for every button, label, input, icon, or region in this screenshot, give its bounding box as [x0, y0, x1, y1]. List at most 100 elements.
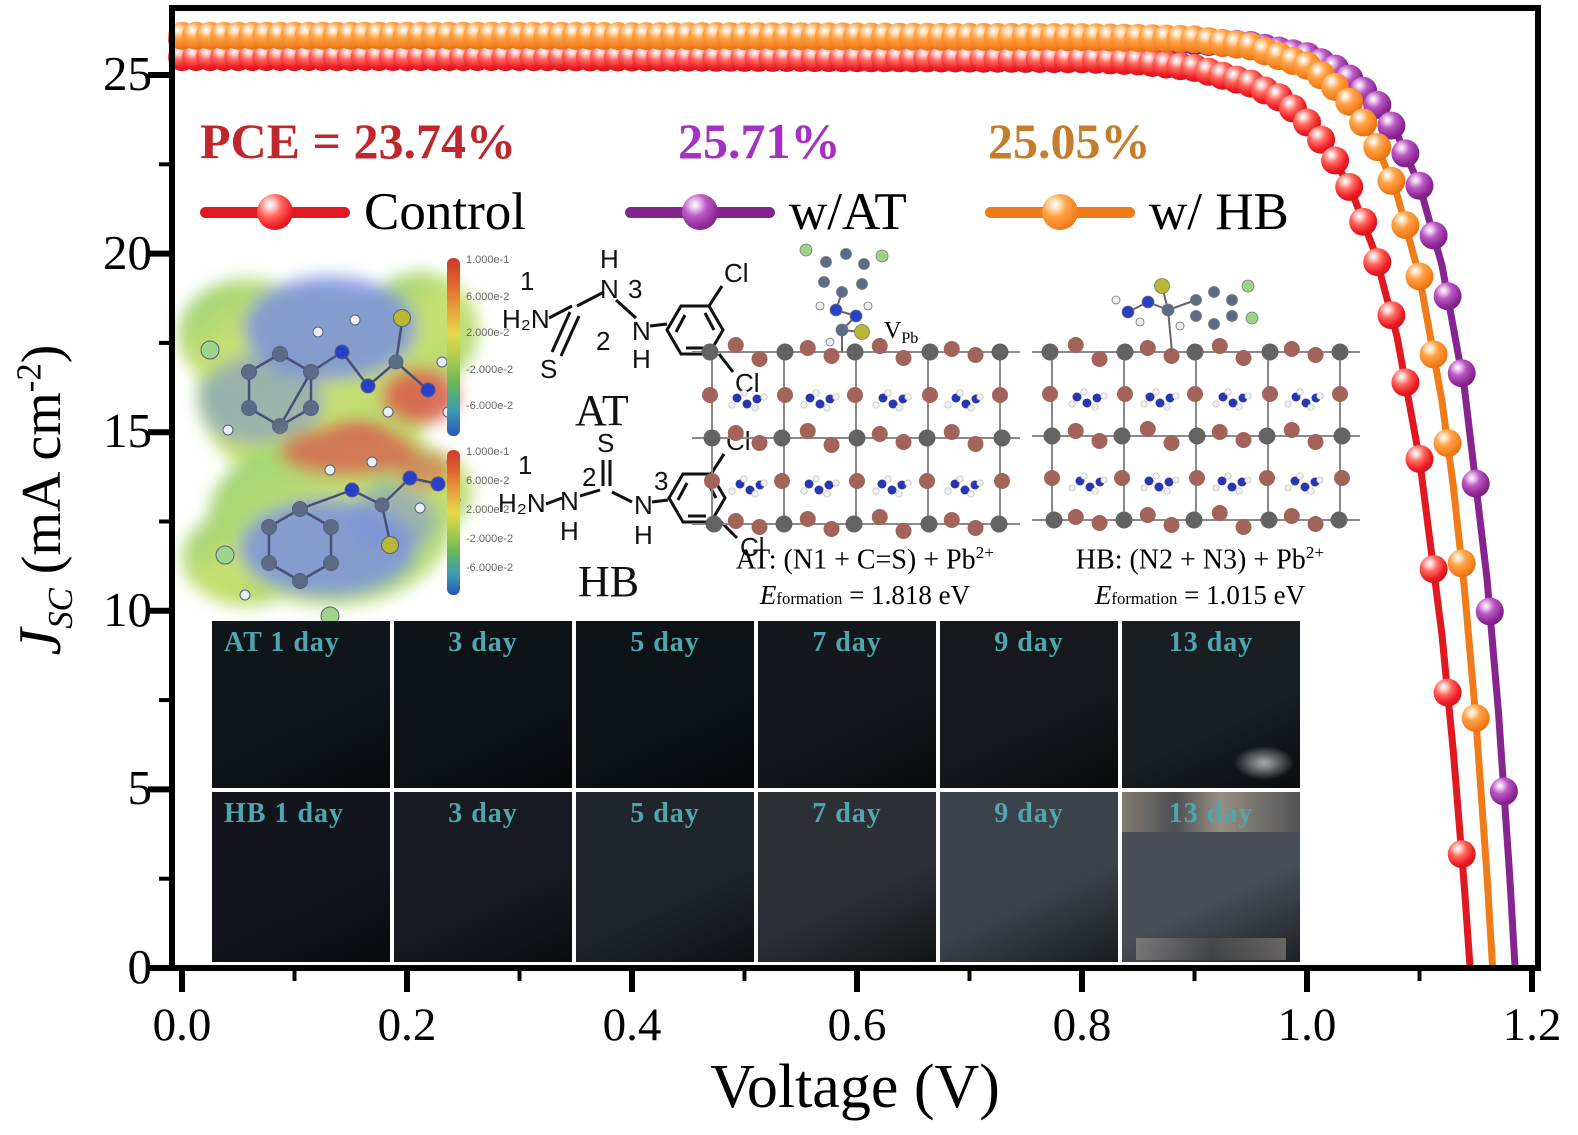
esp-atom: [374, 497, 390, 513]
esp-atom: [200, 340, 220, 360]
at-label-n-bot: N: [632, 316, 651, 346]
hb-label-n1: 1: [518, 450, 532, 480]
x-tick-label: 0.4: [602, 999, 662, 1051]
slab-at-e-sub: formation: [776, 589, 843, 608]
esp-atom: [241, 364, 257, 380]
esp-atom: [292, 573, 308, 589]
jv-marker-control: [1321, 146, 1350, 175]
y-tick-label: 5: [127, 760, 153, 816]
jv-marker-control: [1405, 445, 1434, 473]
jv-marker-at: [1377, 111, 1406, 140]
film-label: 3 day: [448, 627, 518, 658]
at-label-cl-top: Cl: [724, 258, 749, 288]
esp-atom: [420, 382, 436, 398]
hb-label-h-a: H: [560, 516, 579, 546]
legend-label-at: w/AT: [789, 183, 907, 241]
film-photo-hb-5: 13 day: [1122, 792, 1300, 962]
esp-atom: [312, 326, 324, 338]
colorbar-tick-label: 1.000e-1: [466, 446, 510, 458]
x-axis-title: Voltage (V): [710, 1053, 1000, 1121]
film-label: 5 day: [630, 627, 700, 658]
esp-atom: [344, 482, 360, 498]
hb-label-n-b: N: [634, 490, 653, 520]
film-label: 3 day: [448, 798, 518, 829]
slab-hb-e-value: = 1.015 eV: [1177, 580, 1306, 610]
film-photo-at-2: 5 day: [576, 621, 754, 788]
esp-atom: [324, 464, 336, 476]
jv-marker-hb: [1391, 211, 1420, 240]
plot-frame: [169, 5, 1541, 971]
at-label-h-top: H: [600, 244, 619, 274]
esp-atom: [239, 589, 251, 601]
film-photo-at-5: 13 day: [1122, 621, 1300, 788]
jv-marker-hb: [1447, 549, 1476, 578]
film-photo-at-4: 9 day: [940, 621, 1118, 788]
esp-atom: [360, 378, 376, 394]
film-photo-hb-3: 7 day: [758, 792, 936, 962]
y-tick-label: 10: [103, 581, 152, 637]
at-label-2: 2: [596, 326, 610, 356]
film-photo-hb-0: HB 1 day: [212, 792, 390, 962]
esp-map-hb: [182, 428, 472, 626]
jv-marker-hb: [1335, 87, 1364, 116]
esp-atom: [349, 314, 361, 326]
film-photo-at-1: 3 day: [394, 621, 572, 788]
esp-colorbar-hb-ticks: 1.000e-1 6.000e-2 2.000e-2 -2.000e-2 -6.000e…: [466, 446, 513, 591]
esp-colorbar-at-ticks: 1.000e-1 6.000e-2 2.000e-2 -2.000e-2 -6.000e…: [466, 254, 513, 437]
jv-marker-at: [1391, 139, 1420, 168]
at-label-n-top: N: [600, 274, 619, 304]
legend-item-control: Control: [200, 183, 526, 241]
esp-atom: [381, 536, 399, 554]
film-label: 9 day: [994, 627, 1064, 658]
hb-label-h-b: H: [634, 520, 653, 550]
structure-at-caption: AT: [575, 386, 629, 435]
pce-value-0: PCE = 23.74%: [200, 113, 516, 169]
slab-at-e-value: = 1.818 eV: [842, 580, 971, 610]
film-label: 5 day: [630, 798, 700, 829]
legend-line-control: [200, 193, 350, 230]
jv-marker-at: [1461, 469, 1490, 498]
legend-line-hb: [985, 193, 1135, 230]
legend-marker-at: [682, 193, 718, 230]
slab-at-caption-sup: 2+: [975, 543, 995, 562]
film-label: 13 day: [1168, 798, 1254, 829]
hb-label-s: S: [597, 428, 614, 458]
at-label-n1: 1: [520, 266, 534, 296]
slab-hb-e: E: [1094, 580, 1112, 610]
y-title-sup: -2: [9, 363, 49, 393]
slab-at-e: E: [759, 580, 777, 610]
at-label-3: 3: [628, 274, 642, 304]
x-tick-label: 0.2: [377, 999, 437, 1051]
structure-hb-caption: HB: [578, 557, 639, 606]
jv-marker-control: [1335, 172, 1364, 201]
slab-at-caption: AT: (N1 + C=S) + Pb2+: [695, 543, 1035, 576]
colorbar-tick-label: -2.000e-2: [466, 533, 514, 545]
y-tick-label: 15: [103, 403, 152, 459]
film-photo-hb-4: 9 day: [940, 792, 1118, 962]
slab-hb-eformation: Eformation = 1.015 eV: [1030, 580, 1370, 611]
y-tick-label: 25: [103, 46, 152, 101]
hb-label-2: 2: [582, 462, 596, 492]
esp-atom: [436, 356, 448, 368]
esp-atom: [292, 501, 308, 517]
esp-atom: [323, 555, 339, 571]
slab-hb-caption-text: HB: (N2 + N3) + Pb: [1075, 544, 1306, 576]
film-label: HB 1 day: [224, 798, 345, 829]
jv-marker-control: [1391, 368, 1420, 397]
hb-label-amine: H₂N: [498, 488, 546, 518]
jv-marker-control: [1377, 301, 1406, 330]
film-label: 9 day: [994, 798, 1064, 829]
legend-label-hb: w/ HB: [1149, 183, 1289, 241]
legend-line-at: [625, 193, 775, 230]
jv-marker-hb: [1433, 429, 1462, 458]
esp-atom: [222, 424, 234, 436]
x-tick-label: 0.8: [1052, 999, 1112, 1051]
dft-slab-at: [692, 243, 1020, 539]
jv-marker-at: [1433, 282, 1462, 311]
at-label-s: S: [540, 354, 557, 384]
jv-marker-hb: [1349, 108, 1378, 137]
esp-atom: [261, 555, 277, 571]
colorbar-tick-label: 6.000e-2: [466, 290, 510, 303]
esp-atom: [272, 346, 288, 362]
